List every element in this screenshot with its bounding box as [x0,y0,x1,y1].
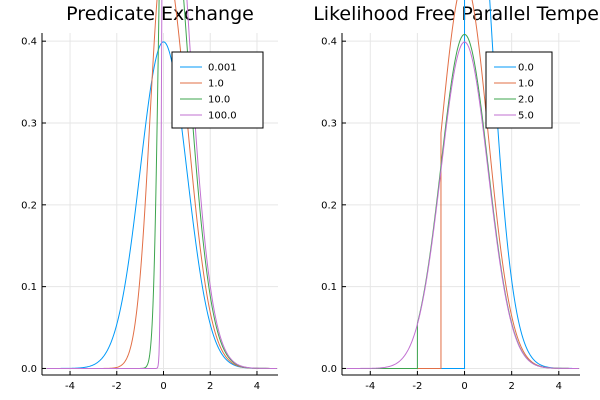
series-line-5.0 [346,41,579,369]
legend-label: 2.0 [518,95,534,106]
chart-title: Likelihood Free Parallel Temper [313,3,600,25]
y-tick-label: 0.2 [321,200,337,211]
x-tick-label: 0 [160,381,166,392]
y-tick-label: 0.4 [21,37,37,48]
chart-panel-2: -4 -2 0 2 4 0.0 0.1 0.2 0.3 0.4 Likelihood Free Pa… [313,0,600,392]
x-tick-label: -2 [412,381,422,392]
x-tick-label: -2 [112,381,122,392]
x-tick-label: 0 [461,381,467,392]
legend-label: 0.0 [518,63,534,74]
x-tick-label: -4 [365,381,375,392]
y-tick-label: 0.1 [21,282,37,293]
legend-label: 1.0 [208,79,224,90]
series-line-100.0 [46,0,277,369]
y-tick-label: 0.1 [321,282,337,293]
y-tick-label: 0.2 [21,200,37,211]
x-tick-label: 2 [508,381,514,392]
x-tick-label: 2 [207,381,213,392]
chart-title: Predicate Exchange [66,3,254,25]
legend-label: 1.0 [518,79,534,90]
legend-label: 10.0 [208,95,230,106]
chart-panel-1: -4 -2 0 2 4 0.0 0.1 0.2 0.3 0.4 Predicate Exchange… [21,0,278,392]
x-tick-label: -4 [65,381,75,392]
y-tick-label: 0.4 [321,37,337,48]
y-tick-label: 0.3 [321,119,337,130]
y-tick-label: 0.3 [21,119,37,130]
y-tick-label: 0.0 [21,364,37,375]
legend-label: 100.0 [208,111,237,122]
y-tick-label: 0.0 [321,364,337,375]
legend-label: 0.001 [208,63,237,74]
legend-label: 5.0 [518,111,534,122]
x-tick-label: 4 [254,381,260,392]
x-tick-label: 4 [556,381,562,392]
